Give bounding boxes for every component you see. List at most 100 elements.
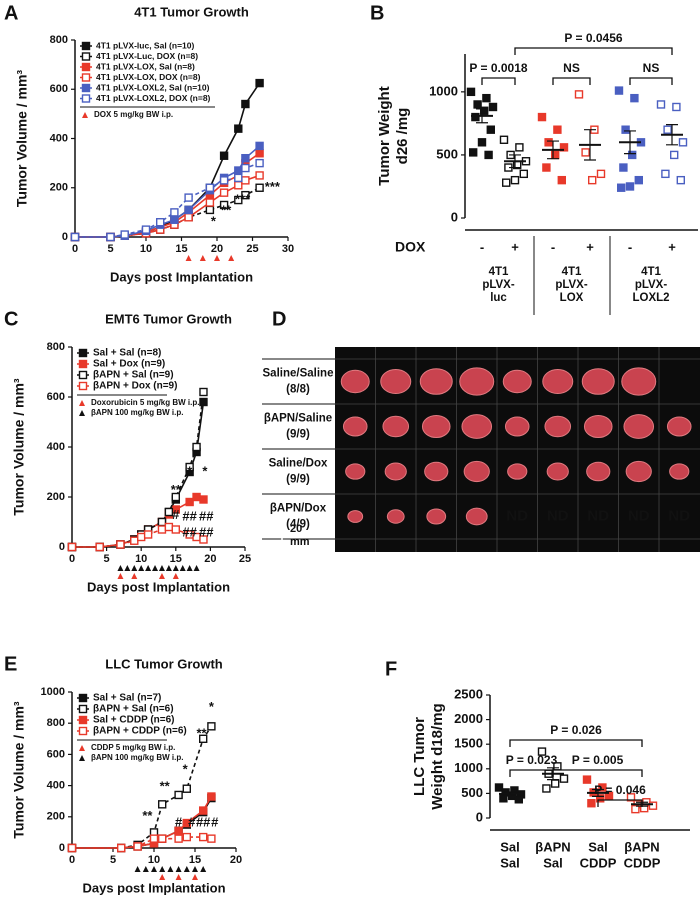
x-axis-label: Days post Implantation xyxy=(82,880,225,895)
dose-marker xyxy=(158,573,165,579)
y-axis-label: Weight d18/mg xyxy=(429,703,446,809)
not-detected: ND xyxy=(506,507,528,524)
annotation: # xyxy=(211,814,219,829)
not-detected: ND xyxy=(587,507,609,524)
dose-marker xyxy=(159,866,166,872)
data-point xyxy=(255,158,264,168)
data-point xyxy=(625,182,635,191)
group-name: luc xyxy=(490,292,507,304)
dose-marker xyxy=(186,565,193,571)
x-axis-label: Days post Implantation xyxy=(110,269,253,284)
group-label: - xyxy=(628,239,632,254)
data-point xyxy=(551,779,560,788)
dose-marker xyxy=(159,874,166,880)
data-point xyxy=(588,175,597,185)
data-point xyxy=(466,87,476,97)
data-point xyxy=(656,100,666,109)
tumor xyxy=(623,414,655,439)
comparison-label: P = 0.0018 xyxy=(469,61,527,75)
legend-triangle xyxy=(79,400,85,406)
sem-bar xyxy=(547,140,559,160)
data-point xyxy=(199,535,208,544)
x-tick-label: 10 xyxy=(140,243,152,255)
data-point xyxy=(626,793,636,802)
comparison-label: P = 0.0456 xyxy=(564,31,622,45)
data-point xyxy=(157,834,167,843)
data-point xyxy=(67,843,77,853)
tumor xyxy=(384,462,407,481)
data-point xyxy=(670,150,679,160)
y-axis-label: Tumor Weight xyxy=(376,86,393,185)
data-point xyxy=(672,102,681,112)
sem-bar xyxy=(624,130,636,155)
data-point xyxy=(219,200,229,210)
data-point xyxy=(234,181,243,190)
dose-marker xyxy=(131,565,138,571)
data-point xyxy=(557,175,566,185)
legend-label: 4T1 pLVX-Luc, DOX (n=8) xyxy=(96,51,198,61)
panel-label: E xyxy=(4,653,17,675)
data-point xyxy=(182,832,192,842)
data-point xyxy=(185,497,194,507)
annotation: * xyxy=(202,463,208,478)
group-label: βAPN xyxy=(535,839,570,854)
dose-marker xyxy=(175,866,182,872)
data-point xyxy=(514,795,523,804)
data-point xyxy=(537,112,547,122)
group-name: pLVX- xyxy=(635,279,668,291)
legend-label: 4T1 pLVX-LOX, DOX (n=8) xyxy=(96,72,201,82)
data-point xyxy=(234,166,243,175)
y-tick-label: 500 xyxy=(436,146,458,161)
tumor xyxy=(424,461,449,482)
panel-label: D xyxy=(272,308,286,330)
tumor xyxy=(382,415,410,438)
data-point xyxy=(207,792,216,801)
x-tick-label: 5 xyxy=(104,553,110,565)
panel-label: B xyxy=(370,2,384,24)
not-detected: ND xyxy=(547,507,569,524)
data-point xyxy=(582,775,592,784)
annotation: # xyxy=(175,814,183,829)
data-point xyxy=(598,783,607,792)
x-tick-label: 10 xyxy=(148,854,160,866)
group-label: - xyxy=(480,239,484,254)
legend-note: βAPN 100 mg/kg BW i.p. xyxy=(91,408,183,417)
data-point xyxy=(515,143,524,152)
legend-triangle xyxy=(79,410,85,416)
comparison-bracket xyxy=(509,739,643,747)
sem-bar xyxy=(509,154,521,169)
y-tick-label: 800 xyxy=(50,34,68,46)
data-point xyxy=(477,138,487,147)
data-point xyxy=(631,804,640,814)
tumor xyxy=(347,510,364,523)
tumor xyxy=(380,369,412,394)
data-point xyxy=(255,149,264,158)
dose-marker xyxy=(179,565,186,571)
legend-marker xyxy=(78,704,88,714)
chart-title: 4T1 Tumor Growth xyxy=(134,4,249,19)
data-point xyxy=(542,784,551,793)
comparison-label: P = 0.005 xyxy=(572,753,624,767)
annotation: ## xyxy=(182,525,197,540)
chart-title: LLC Tumor Growth xyxy=(105,656,223,671)
scale-arrow xyxy=(277,520,287,550)
legend-label: Sal + Sal (n=7) xyxy=(93,693,161,704)
x-tick-label: 10 xyxy=(135,553,147,565)
row-count: (9/9) xyxy=(286,474,310,486)
data-point xyxy=(482,93,491,103)
y-tick-label: 0 xyxy=(476,809,483,824)
chart-title: EMT6 Tumor Growth xyxy=(105,311,232,326)
y-tick-label: 500 xyxy=(461,785,483,800)
data-point xyxy=(241,176,250,185)
data-point xyxy=(120,230,129,239)
row-title: DOX xyxy=(395,239,426,255)
y-tick-label: 1000 xyxy=(429,83,458,98)
comparison-bracket xyxy=(481,77,516,85)
group-label: Sal xyxy=(588,839,608,854)
tumor xyxy=(340,369,370,394)
tumor xyxy=(461,414,493,439)
comparison-bracket xyxy=(552,77,591,85)
data-point xyxy=(149,834,159,843)
data-point xyxy=(219,176,229,185)
data-point xyxy=(676,175,685,185)
